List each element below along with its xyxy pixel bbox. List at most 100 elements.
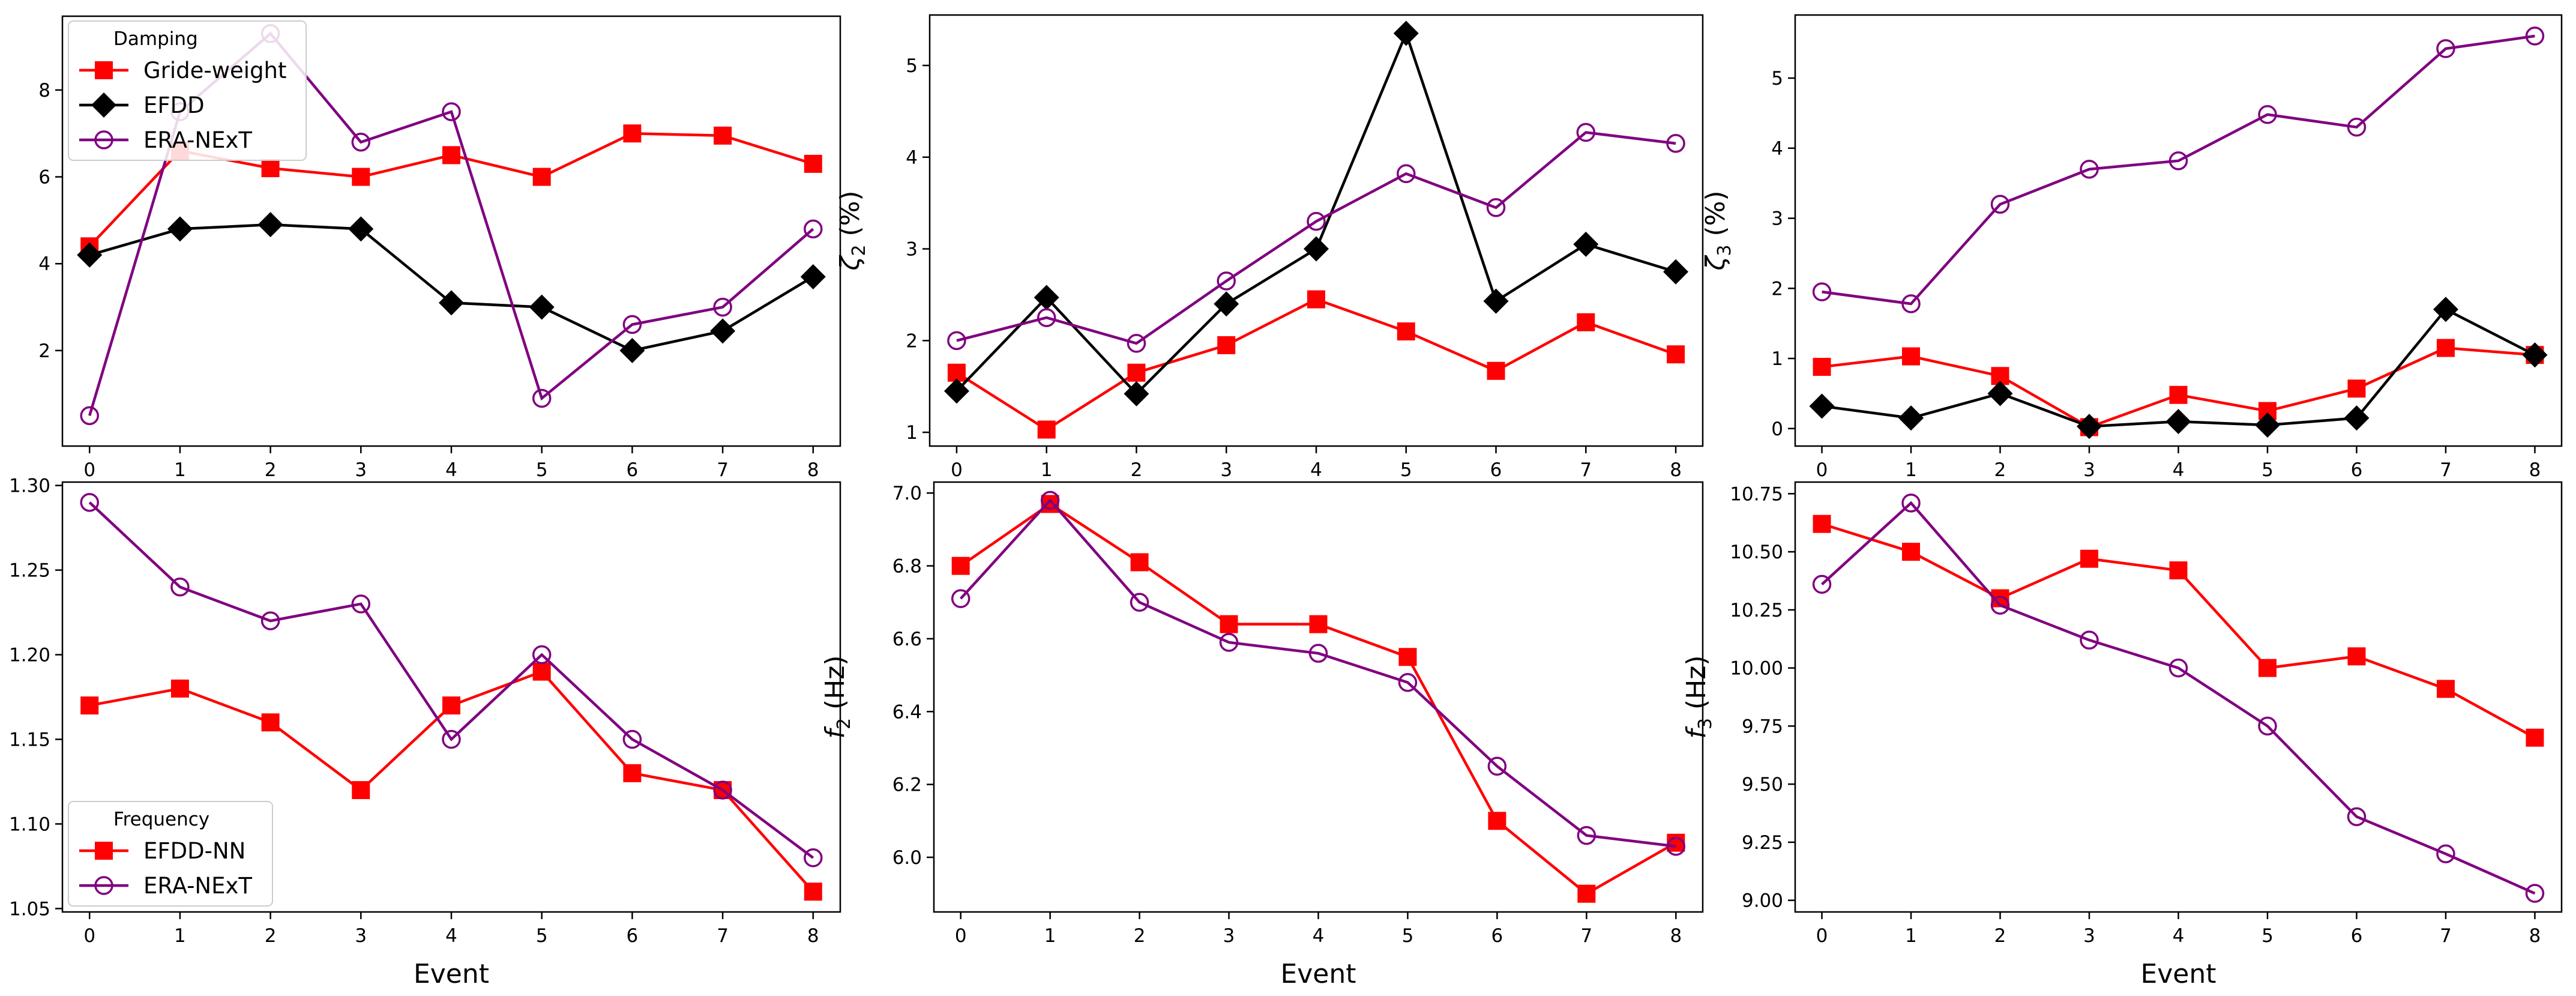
x-tick-label: 5 <box>2262 925 2274 947</box>
x-tick-label: 4 <box>1310 459 1322 481</box>
series-line-efdd <box>1822 307 2536 428</box>
data-point-efdd <box>257 212 283 238</box>
y-tick-label: 3 <box>906 239 918 261</box>
axes-frame <box>1794 14 2563 447</box>
x-tick-label: 6 <box>1491 925 1503 947</box>
x-tick-label: 1 <box>1041 459 1053 481</box>
data-point-era-next <box>951 589 971 608</box>
y-tick-label: 1.25 <box>9 560 50 582</box>
y-tick-label: 3 <box>1771 208 1783 230</box>
data-point-gride-weight <box>442 146 460 164</box>
data-point-gride-weight <box>2169 385 2188 404</box>
y-tick-label: 10.00 <box>1730 658 1783 680</box>
series-line-efdd <box>89 223 814 352</box>
y-axis-subscript: 2 <box>834 718 855 729</box>
x-axis-label: Event <box>1280 959 1356 989</box>
data-point-era-next <box>442 102 461 121</box>
x-tick-label: 6 <box>627 459 639 481</box>
data-point-efdd <box>2254 412 2280 438</box>
y-tick-label: 9.75 <box>1742 716 1783 737</box>
data-point-efdd-nn <box>1309 615 1328 633</box>
x-tick-label: 5 <box>536 459 548 481</box>
data-point-era-next <box>2168 151 2188 171</box>
y-tick-label: 1.10 <box>9 813 50 835</box>
data-point-gride-weight <box>804 154 822 173</box>
data-point-efdd <box>1124 381 1149 406</box>
x-tick-label: 8 <box>2529 925 2541 947</box>
y-axis-label: f2 (Hz) <box>820 655 855 738</box>
x-tick-label: 2 <box>1131 459 1143 481</box>
data-point-efdd <box>1483 288 1509 314</box>
data-point-gride-weight <box>532 168 551 186</box>
y-tick-label: 2 <box>1771 278 1783 300</box>
data-point-era-next <box>1990 596 2010 615</box>
y-axis-label: ζ2 (%) <box>835 190 870 271</box>
data-point-efdd <box>1034 285 1059 310</box>
x-tick-label: 3 <box>1220 459 1232 481</box>
y-tick-label: 6.8 <box>892 556 922 578</box>
x-tick-label: 7 <box>1580 459 1592 481</box>
x-tick-label: 1 <box>174 925 186 947</box>
y-axis-subscript: 1 <box>0 246 2 257</box>
data-point-efdd-nn <box>1813 515 1831 533</box>
data-point-era-next <box>1037 308 1056 327</box>
data-point-era-next <box>713 297 732 317</box>
data-point-era-next <box>260 611 280 630</box>
data-point-efdd <box>943 378 969 404</box>
y-tick-label: 6.2 <box>892 774 922 796</box>
y-tick-label: 1 <box>1771 348 1783 370</box>
legend: Frequency EFDD-NN ERA-NExT <box>68 801 273 907</box>
data-point-era-next <box>622 729 642 749</box>
x-tick-label: 8 <box>807 925 819 947</box>
y-tick-label: 1.20 <box>9 645 50 666</box>
legend-title: Damping <box>113 28 198 50</box>
x-tick-label: 0 <box>1816 459 1828 481</box>
data-point-efdd <box>1663 259 1689 285</box>
chart-panel-f2: 6.0 6.2 6.4 6.6 6.8 7.0 0 1 2 3 4 5 6 7 8 f2 (Hz) Event <box>820 481 1704 989</box>
data-point-era-next <box>351 594 371 614</box>
data-point-era-next <box>532 388 552 408</box>
data-point-gride-weight <box>1217 336 1236 354</box>
legend: Damping Gride-weight EFDD ERA-NExT <box>68 20 307 161</box>
data-point-era-next <box>2258 716 2277 736</box>
data-point-gride-weight <box>1577 313 1595 331</box>
data-point-era-next <box>2258 105 2277 124</box>
x-tick-label: 4 <box>1313 925 1325 947</box>
x-tick-label: 6 <box>627 925 639 947</box>
data-point-efdd-nn <box>1667 833 1685 852</box>
data-point-efdd-nn <box>261 713 280 732</box>
y-tick-label: 4 <box>38 253 50 275</box>
data-point-efdd-nn <box>532 662 551 681</box>
x-tick-label: 0 <box>83 925 95 947</box>
y-tick-label: 1.05 <box>9 898 50 920</box>
x-tick-label: 0 <box>1816 925 1828 947</box>
data-point-efdd-nn <box>170 679 189 698</box>
legend-entry-label: EFDD <box>143 92 205 118</box>
legend-marker <box>94 130 113 149</box>
y-tick-label: 10.75 <box>1730 483 1783 505</box>
data-point-era-next <box>1397 164 1416 184</box>
data-point-efdd-nn <box>1902 543 1921 561</box>
data-point-era-next <box>532 645 552 665</box>
x-tick-label: 7 <box>717 459 729 481</box>
x-tick-label: 6 <box>2351 459 2363 481</box>
x-tick-label: 0 <box>951 459 963 481</box>
data-point-era-next <box>1901 493 1921 513</box>
series-line-gride-weight <box>955 298 1676 432</box>
data-point-efdd <box>77 242 103 268</box>
data-point-era-next <box>1812 282 1832 301</box>
data-point-era-next <box>1576 122 1596 142</box>
data-point-efdd <box>619 337 645 363</box>
data-point-efdd <box>710 318 736 344</box>
data-point-era-next <box>1398 672 1418 692</box>
y-tick-label: 2 <box>906 330 918 352</box>
legend-box <box>68 801 273 907</box>
data-point-efdd <box>2077 414 2102 439</box>
x-tick-label: 7 <box>1580 925 1592 947</box>
y-axis-label: ζ1 (%) <box>0 191 2 271</box>
y-tick-label: 9.50 <box>1742 774 1783 795</box>
x-tick-label: 5 <box>536 925 548 947</box>
y-tick-label: 4 <box>1771 138 1783 160</box>
